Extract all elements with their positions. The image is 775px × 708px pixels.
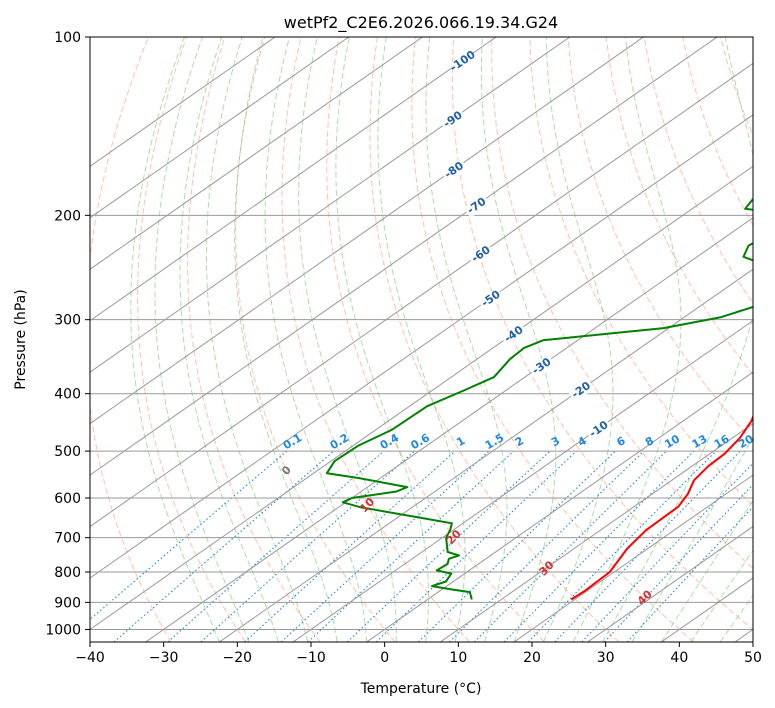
moist-adiabat-line (631, 436, 753, 642)
mixing-ratio-line (307, 450, 515, 642)
y-tick-label: 400 (54, 387, 81, 403)
isotherm-label-bg (568, 378, 595, 403)
x-tick-label: 50 (744, 650, 762, 666)
isotherm-line (90, 62, 753, 528)
isotherm-line (366, 371, 753, 642)
mixing-ratio-line (90, 450, 288, 621)
isotherm-line (292, 320, 753, 642)
isotherm-line (90, 37, 423, 270)
axes: −40 −30 −20 −10 0 10 20 30 40 50 100 200 300 400 500 60… (45, 30, 762, 666)
chart-title: wetPf2_C2E6.2026.066.19.34.G24 (284, 13, 558, 33)
moist-adiabat-line (154, 37, 250, 642)
isotherm-line (90, 37, 718, 476)
isotherm-line (440, 422, 753, 642)
dry-adiabat-line (491, 37, 753, 569)
isotherm-label-bg (528, 354, 556, 379)
dry-adiabat-line (187, 37, 321, 642)
x-tick-label: 20 (523, 650, 541, 666)
x-tick-label: −30 (149, 650, 179, 666)
y-tick-label: 300 (54, 313, 81, 329)
moist-adiabat-line (601, 37, 753, 642)
plot-background (90, 37, 753, 642)
isotherm-label-bg (585, 417, 613, 442)
mixing-ratio-line (346, 450, 551, 642)
moist-adiabat-line (480, 37, 557, 642)
moist-adiabat-line (130, 37, 220, 642)
isotherm-line (145, 217, 753, 642)
moist-adiabat-line (179, 37, 279, 642)
y-tick-label: 100 (54, 30, 81, 46)
x-tick-label: 40 (670, 650, 688, 666)
isotherm-line (90, 37, 644, 425)
dry-adiabat-line (90, 37, 172, 642)
isotherm-label-bg (441, 158, 468, 183)
dewpoint-profile-line (325, 198, 753, 600)
dry-adiabat-line (369, 37, 620, 642)
isotherm-line (587, 525, 753, 642)
x-tick-label: −10 (296, 650, 326, 666)
mixing-ratio-line (527, 450, 717, 642)
background-lines (90, 37, 775, 642)
moist-adiabat-line (543, 37, 614, 642)
isotherm-label-bg (477, 287, 505, 311)
mixing-ratio-line (503, 450, 695, 642)
dry-adiabat-line (759, 37, 775, 642)
moist-adiabat-line (660, 499, 753, 642)
y-axis-label: Pressure (hPa) (13, 289, 29, 389)
isotherm-line (90, 37, 350, 219)
dry-adiabat-line (137, 37, 246, 642)
isotherm-line (90, 37, 571, 373)
moist-adiabat-line (205, 37, 309, 642)
y-tick-label: 500 (54, 444, 81, 460)
mixing-ratio-line (449, 450, 645, 642)
isotherm-label-bg (449, 49, 477, 74)
mixing-ratio-line (603, 483, 753, 642)
mixing-ratio-line (581, 462, 753, 642)
moist-adiabat-line (234, 37, 338, 642)
moist-adiabat-line (377, 37, 466, 642)
x-tick-label: −20 (223, 650, 253, 666)
y-tick-label: 800 (54, 565, 81, 581)
moist-adiabat-line (572, 37, 682, 642)
isotherm-label-bg (463, 194, 491, 218)
x-tick-label: 30 (597, 650, 615, 666)
dry-adiabat-line (326, 37, 545, 642)
x-tick-label: 0 (380, 650, 389, 666)
mixing-ratio-line (200, 450, 415, 642)
moist-adiabat-line (335, 37, 429, 642)
data-lines (325, 198, 753, 601)
y-tick-label: 600 (54, 491, 81, 507)
mixing-ratio-line (375, 450, 577, 642)
y-tick-label: 200 (54, 208, 81, 224)
isotherm-line (90, 114, 753, 579)
isotherm-label-bg (439, 108, 467, 132)
mixing-ratio-line (554, 450, 741, 642)
moist-adiabat-line (690, 549, 753, 642)
x-tick-label: 10 (449, 650, 467, 666)
y-tick-label: 900 (54, 595, 81, 611)
isotherm-label-bg (500, 322, 528, 347)
isotherm-line (219, 268, 753, 642)
mixing-ratio-label: 25 (761, 432, 775, 451)
y-tick-label: 1000 (45, 622, 81, 638)
y-tick-label: 700 (54, 531, 81, 547)
isotherm-line (90, 37, 276, 167)
isotherm-line (90, 37, 497, 322)
moist-adiabat-line (425, 37, 508, 642)
isotherm-label-bg (467, 242, 495, 267)
temperature-profile-line (570, 414, 753, 601)
isotherm-line (513, 474, 753, 642)
dry-adiabat-line (451, 37, 753, 631)
mixing-ratio-line (473, 450, 667, 642)
dry-adiabat-line (281, 37, 470, 642)
x-tick-label: −40 (75, 650, 105, 666)
x-axis-label: Temperature (°C) (360, 681, 482, 697)
plot-frame (89, 36, 754, 643)
mixing-ratio-label: 20 (736, 432, 756, 451)
